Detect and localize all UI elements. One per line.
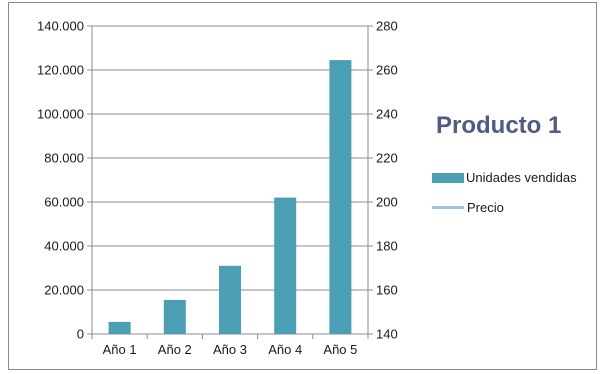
y-left-tick-label: 0 <box>77 327 84 342</box>
bar-4 <box>274 197 297 334</box>
legend-label-unidades: Unidades vendidas <box>466 170 577 185</box>
x-tick-label: Año 2 <box>158 342 192 357</box>
bar-2 <box>163 299 186 334</box>
legend-swatch-precio <box>432 206 464 209</box>
y-right-tick-label: 180 <box>376 239 398 254</box>
legend-label-precio: Precio <box>467 200 504 215</box>
y-left-tick-label: 140.000 <box>37 19 84 34</box>
y-left-tick-label: 120.000 <box>37 63 84 78</box>
y-left-tick-label: 40.000 <box>44 239 84 254</box>
bar-3 <box>219 265 241 334</box>
y-right-tick-label: 140 <box>376 327 398 342</box>
y-left-tick-label: 80.000 <box>44 151 84 166</box>
legend-item-precio: Precio <box>432 200 504 215</box>
y-right-tick-label: 200 <box>376 195 398 210</box>
y-left-tick-label: 20.000 <box>44 283 84 298</box>
bar-1 <box>108 321 131 334</box>
y-left-tick-label: 60.000 <box>44 195 84 210</box>
x-tick-label: Año 4 <box>268 342 302 357</box>
x-tick-label: Año 1 <box>103 342 137 357</box>
legend-swatch-unidades <box>432 172 464 183</box>
x-tick-label: Año 3 <box>213 342 247 357</box>
y-right-tick-label: 280 <box>376 19 398 34</box>
y-right-tick-label: 160 <box>376 283 398 298</box>
bar-5 <box>329 60 352 334</box>
y-right-tick-label: 220 <box>376 151 398 166</box>
y-left-tick-label: 100.000 <box>37 107 84 122</box>
chart-frame <box>8 2 597 370</box>
chart-title: Producto 1 <box>436 112 562 139</box>
y-right-tick-label: 260 <box>376 63 398 78</box>
y-right-tick-label: 240 <box>376 107 398 122</box>
legend-item-unidades: Unidades vendidas <box>432 170 577 185</box>
x-tick-label: Año 5 <box>323 342 357 357</box>
